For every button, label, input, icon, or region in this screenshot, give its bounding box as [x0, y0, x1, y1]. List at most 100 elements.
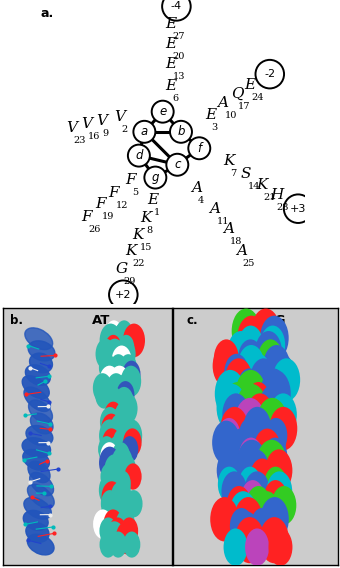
Text: g: g: [152, 171, 159, 184]
Circle shape: [114, 470, 131, 496]
Text: 7: 7: [230, 169, 236, 178]
Circle shape: [113, 361, 131, 389]
Text: a: a: [141, 126, 148, 138]
Circle shape: [115, 402, 133, 429]
Circle shape: [227, 429, 254, 470]
Text: e: e: [159, 105, 166, 118]
Circle shape: [250, 358, 277, 402]
Circle shape: [263, 345, 290, 387]
Circle shape: [112, 324, 133, 357]
Circle shape: [222, 394, 250, 436]
Circle shape: [243, 407, 271, 450]
Circle shape: [111, 501, 132, 533]
Ellipse shape: [24, 498, 51, 519]
Text: +2: +2: [115, 290, 132, 300]
Circle shape: [239, 418, 261, 453]
Circle shape: [269, 528, 292, 566]
Ellipse shape: [30, 413, 53, 434]
Circle shape: [104, 521, 125, 554]
Circle shape: [257, 398, 287, 445]
Circle shape: [99, 366, 120, 397]
Circle shape: [109, 354, 127, 381]
Circle shape: [113, 428, 131, 457]
Ellipse shape: [28, 341, 55, 361]
Circle shape: [102, 481, 122, 513]
Circle shape: [105, 339, 125, 369]
Ellipse shape: [28, 485, 54, 508]
Circle shape: [258, 339, 283, 378]
Circle shape: [235, 370, 266, 417]
Circle shape: [123, 532, 140, 558]
Text: AT: AT: [92, 314, 110, 327]
Text: F: F: [109, 186, 119, 200]
Text: a.: a.: [40, 7, 53, 20]
Circle shape: [237, 316, 266, 360]
Circle shape: [250, 458, 274, 496]
Text: b: b: [177, 126, 185, 138]
Text: H: H: [270, 187, 283, 202]
Circle shape: [264, 467, 287, 502]
Circle shape: [237, 369, 261, 405]
Text: K: K: [140, 211, 151, 225]
Circle shape: [258, 511, 286, 555]
Circle shape: [260, 325, 285, 365]
Circle shape: [120, 517, 138, 545]
Circle shape: [105, 381, 123, 408]
Text: K: K: [125, 244, 137, 258]
Circle shape: [93, 509, 113, 539]
Text: 16: 16: [88, 132, 101, 141]
Circle shape: [121, 366, 141, 397]
Circle shape: [99, 517, 117, 545]
Text: 10: 10: [224, 111, 237, 120]
Ellipse shape: [30, 473, 53, 496]
Text: 21: 21: [263, 193, 275, 202]
Text: S: S: [240, 166, 251, 181]
Circle shape: [272, 486, 296, 525]
Circle shape: [262, 369, 286, 405]
Circle shape: [124, 463, 142, 490]
Circle shape: [235, 398, 265, 445]
Circle shape: [242, 449, 270, 491]
Text: c.: c.: [187, 314, 198, 327]
Circle shape: [100, 324, 122, 357]
Text: G: G: [116, 262, 128, 275]
Circle shape: [217, 449, 244, 491]
Text: F: F: [95, 197, 106, 211]
Circle shape: [103, 470, 120, 496]
Ellipse shape: [26, 523, 49, 542]
Circle shape: [232, 308, 260, 353]
Circle shape: [260, 497, 289, 541]
Text: +3: +3: [290, 204, 306, 214]
Circle shape: [239, 437, 263, 475]
Text: 15: 15: [139, 243, 152, 252]
Circle shape: [227, 331, 254, 373]
Circle shape: [100, 501, 121, 533]
Circle shape: [259, 517, 289, 563]
Circle shape: [99, 474, 120, 507]
Circle shape: [128, 145, 150, 166]
Circle shape: [221, 471, 247, 511]
Ellipse shape: [22, 438, 51, 458]
Text: 28: 28: [277, 203, 289, 212]
Text: CG: CG: [266, 314, 286, 327]
Circle shape: [212, 345, 239, 387]
Circle shape: [108, 436, 125, 462]
Circle shape: [122, 361, 140, 389]
Circle shape: [100, 532, 117, 558]
Circle shape: [118, 335, 134, 360]
Circle shape: [99, 345, 119, 376]
Text: F: F: [125, 173, 136, 187]
Ellipse shape: [23, 449, 49, 470]
Circle shape: [225, 358, 253, 402]
Circle shape: [246, 394, 274, 436]
Circle shape: [105, 335, 121, 360]
Text: E: E: [166, 18, 176, 31]
Circle shape: [106, 373, 126, 403]
Circle shape: [238, 421, 266, 465]
Circle shape: [105, 320, 123, 347]
Circle shape: [239, 467, 261, 502]
Text: V: V: [114, 110, 125, 124]
Ellipse shape: [26, 365, 50, 385]
Text: 14: 14: [248, 182, 260, 191]
Circle shape: [245, 528, 269, 566]
